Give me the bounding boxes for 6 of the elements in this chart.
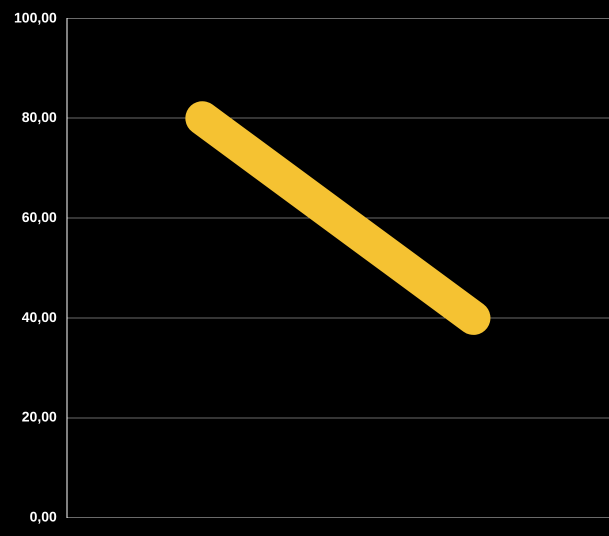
y-tick-label: 100,00: [14, 9, 58, 26]
y-tick-label: 60,00: [22, 208, 58, 225]
y-tick-label: 40,00: [22, 308, 58, 325]
y-tick-label: 0,00: [30, 508, 58, 524]
y-tick-label: 20,00: [22, 408, 58, 425]
y-tick-label: 80,00: [22, 109, 58, 126]
